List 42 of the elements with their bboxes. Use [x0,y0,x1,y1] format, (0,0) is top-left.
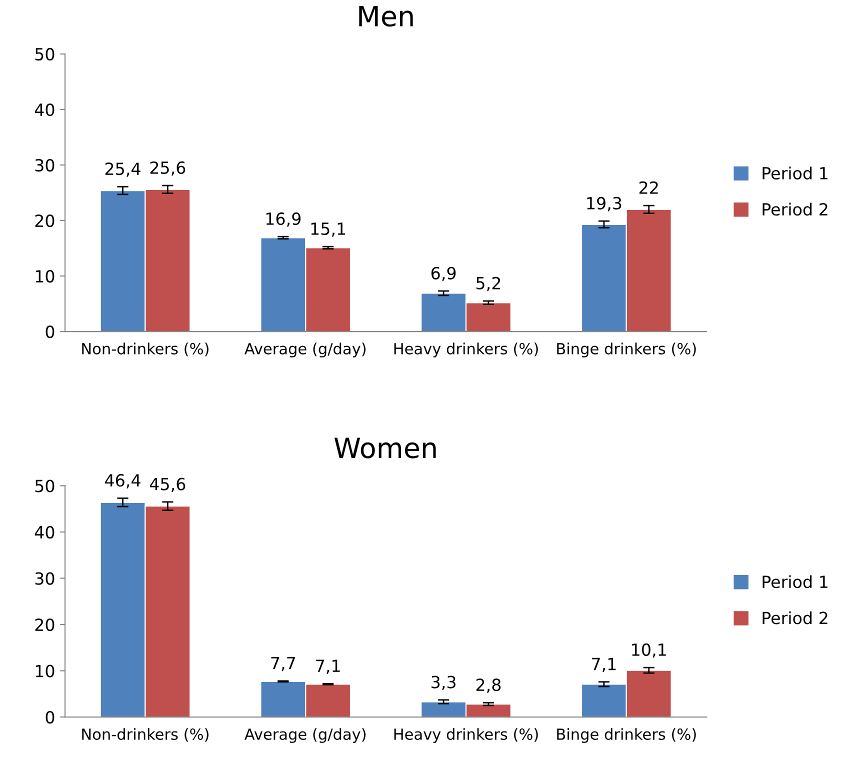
y-tick-label: 30 [35,572,54,585]
legend-label: Period 1 [762,575,828,588]
data-label: 19,3 [587,196,622,212]
legend-label: Period 1 [762,166,828,180]
legend-label: Period 2 [762,611,828,624]
data-label: 46,4 [105,474,140,488]
x-tick-label: Average (g/day) [244,728,366,743]
data-label: 25,6 [150,161,186,176]
data-label: 15,1 [311,222,346,237]
y-tick-label: 20 [35,618,54,632]
x-tick-label: Non-drinkers (%) [82,342,208,356]
x-tick-label: Heavy drinkers (%) [394,728,538,743]
data-label: 7,1 [316,660,340,674]
x-tick-label: Heavy drinkers (%) [394,342,538,358]
y-tick-label: 50 [35,480,54,492]
y-tick-label: 50 [35,48,54,61]
data-label: 7,1 [592,658,616,672]
data-label: 45,6 [150,478,186,492]
chart-title: Women [334,438,436,458]
data-label: 6,9 [431,266,456,282]
data-label: 5,2 [476,276,500,292]
y-tick-label: 10 [36,270,54,283]
data-label: 25,4 [105,162,140,177]
data-label: 3,3 [432,676,456,690]
y-tick-label: 30 [35,158,54,172]
x-tick-label: Binge drinkers (%) [557,728,696,743]
chart-title: Men [359,6,413,27]
x-tick-label: Average (g/day) [244,342,366,358]
data-label: 16,9 [266,212,301,227]
y-tick-label: 0 [46,325,54,338]
y-tick-label: 20 [35,214,54,228]
x-tick-label: Non-drinkers (%) [82,728,208,742]
y-tick-label: 40 [34,526,54,539]
data-label: 22 [639,181,658,194]
x-tick-label: Binge drinkers (%) [557,342,696,358]
data-label: 2,8 [476,678,501,693]
data-label: 10,1 [632,643,666,658]
y-tick-label: 10 [36,664,54,678]
data-label: 7,7 [271,656,295,672]
y-tick-label: 40 [34,103,54,116]
legend-label: Period 2 [762,202,828,216]
y-tick-label: 0 [46,710,54,724]
